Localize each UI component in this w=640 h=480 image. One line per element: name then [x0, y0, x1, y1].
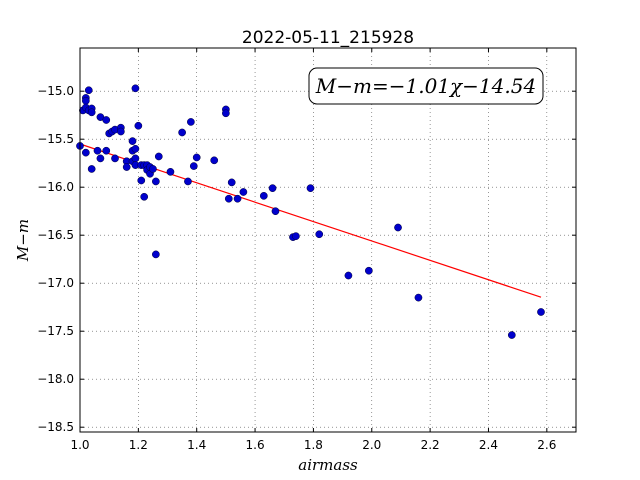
data-point	[315, 230, 324, 239]
data-point	[84, 86, 93, 95]
data-point	[134, 121, 143, 130]
y-tick-label: −17.5	[37, 324, 74, 338]
annotation-box	[308, 67, 544, 105]
data-point	[364, 266, 373, 275]
data-point	[140, 192, 149, 201]
data-point	[128, 137, 137, 145]
data-point	[111, 154, 119, 163]
data-point	[154, 152, 163, 161]
x-tick-label: 1.4	[187, 438, 206, 452]
y-tick-label: −15.5	[37, 132, 74, 146]
plot-frame	[79, 47, 577, 433]
data-point	[414, 293, 423, 302]
data-point	[87, 108, 96, 117]
y-tick-label: −15.0	[37, 84, 74, 98]
data-point	[93, 146, 102, 155]
y-tick-label: −17.0	[37, 276, 74, 290]
x-tick-label: 1.6	[246, 438, 265, 452]
data-point	[81, 148, 90, 157]
data-point	[116, 127, 125, 136]
data-points	[76, 84, 545, 339]
annotation-text: M−m=−1.01χ−14.54	[315, 74, 536, 98]
fit-line	[79, 143, 542, 298]
x-tick-label: 1.8	[304, 438, 323, 452]
data-point	[271, 207, 280, 216]
data-point	[537, 308, 545, 316]
data-point	[137, 176, 146, 185]
y-tick-label: −16.5	[37, 228, 74, 242]
data-point	[149, 165, 157, 173]
data-point	[96, 154, 105, 163]
data-point	[259, 191, 268, 200]
x-axis-label: airmass	[298, 456, 358, 474]
data-point	[233, 194, 242, 203]
data-point	[268, 184, 277, 193]
grid	[79, 48, 576, 432]
data-point	[131, 84, 140, 93]
data-point	[507, 331, 516, 339]
data-point	[239, 188, 248, 196]
data-point	[184, 177, 192, 186]
axis-ticks: 1.0 1.2 1.4 1.6 1.8 2.0 2.2 2.4 2.6 −15.0 −15.5 −16…	[37, 48, 576, 452]
fit-annotation: M−m=−1.01χ−14.54	[308, 67, 544, 105]
data-point	[152, 250, 160, 259]
data-point	[166, 167, 175, 176]
chart-title: 2022-05-11_215928	[242, 28, 414, 48]
data-point	[192, 153, 201, 162]
y-tick-label: −16.0	[37, 180, 74, 194]
data-point	[306, 184, 315, 193]
data-point	[222, 109, 230, 118]
data-point	[122, 163, 131, 171]
data-point	[394, 223, 402, 232]
data-point	[131, 144, 140, 153]
data-point	[224, 194, 233, 203]
data-point	[227, 178, 236, 187]
y-tick-label: −18.5	[37, 420, 74, 434]
data-point	[102, 116, 111, 124]
y-axis-label: M−m	[14, 219, 32, 262]
x-tick-label: 2.2	[421, 438, 440, 452]
data-point	[187, 118, 195, 126]
data-point	[344, 271, 353, 280]
x-tick-label: 2.6	[537, 438, 556, 452]
x-tick-label: 2.4	[479, 438, 498, 452]
y-tick-label: −18.0	[37, 372, 74, 386]
x-tick-label: 1.2	[129, 438, 148, 452]
data-point	[131, 154, 140, 163]
x-tick-label: 2.0	[362, 438, 381, 452]
data-point	[81, 96, 90, 105]
data-point	[102, 146, 111, 155]
data-point	[87, 165, 96, 173]
fit-line-group	[79, 143, 542, 298]
data-point	[292, 232, 300, 241]
data-point	[178, 128, 186, 137]
data-point	[189, 162, 198, 170]
x-tick-label: 1.0	[70, 438, 89, 452]
data-point	[152, 177, 160, 186]
data-point	[210, 156, 219, 165]
